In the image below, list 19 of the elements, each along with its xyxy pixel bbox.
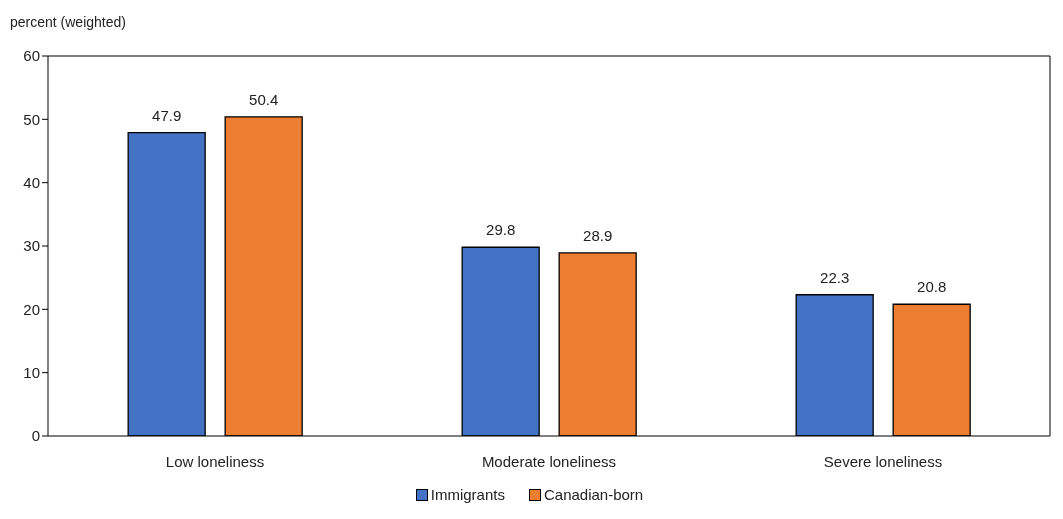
legend-label: Canadian-born <box>543 486 644 503</box>
y-tick-label: 30 <box>23 237 40 255</box>
y-tick-label: 0 <box>31 427 40 445</box>
x-tick-label: Low loneliness <box>165 452 265 470</box>
data-label: 29.8 <box>486 221 516 239</box>
y-axis-title: percent (weighted) <box>10 14 126 30</box>
legend-label: Immigrants <box>430 486 505 503</box>
data-label: 28.9 <box>583 226 613 244</box>
y-tick-label: 40 <box>23 173 40 191</box>
data-label: 22.3 <box>820 268 850 286</box>
y-tick-label: 10 <box>23 363 40 381</box>
y-tick-label: 50 <box>23 110 40 128</box>
x-tick-label: Moderate loneliness <box>481 452 617 470</box>
y-tick-label: 60 <box>23 47 40 65</box>
data-label: 47.9 <box>152 106 182 124</box>
data-label: 50.4 <box>249 90 279 108</box>
y-tick-label: 20 <box>23 300 40 318</box>
data-label: 20.8 <box>917 278 947 296</box>
x-tick-label: Severe loneliness <box>823 452 943 470</box>
